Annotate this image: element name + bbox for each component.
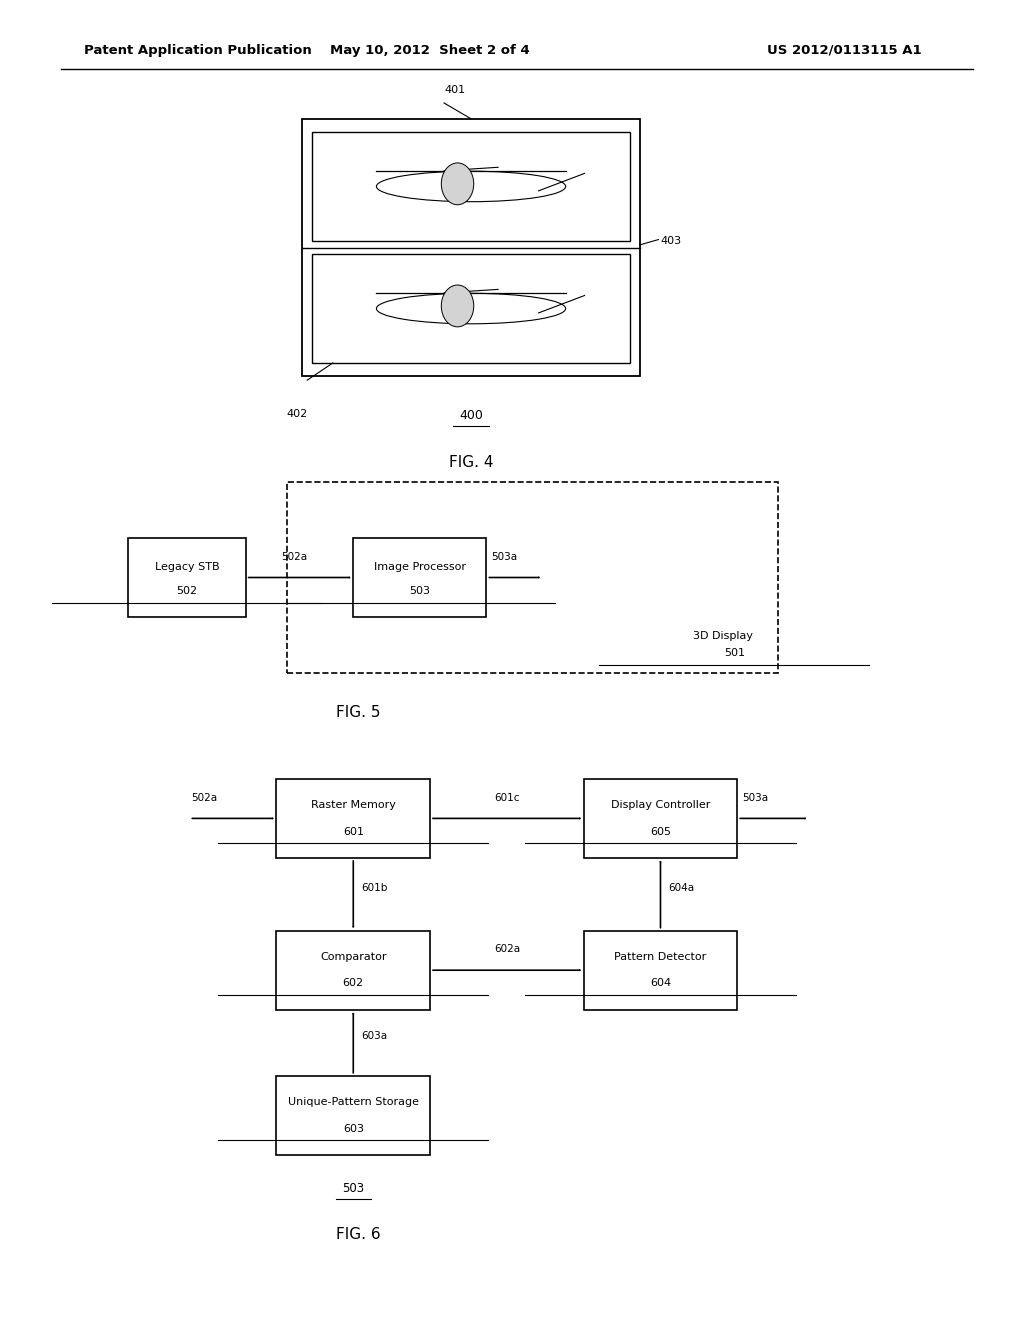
FancyBboxPatch shape <box>128 539 246 618</box>
Text: 601b: 601b <box>361 883 388 892</box>
FancyBboxPatch shape <box>287 482 778 673</box>
FancyBboxPatch shape <box>276 931 430 1010</box>
Text: 3D Display: 3D Display <box>692 631 753 642</box>
Text: US 2012/0113115 A1: US 2012/0113115 A1 <box>767 44 922 57</box>
Text: Display Controller: Display Controller <box>610 800 711 810</box>
Text: 601: 601 <box>343 826 364 837</box>
FancyBboxPatch shape <box>584 779 737 858</box>
Text: 502: 502 <box>176 586 198 595</box>
Text: Unique-Pattern Storage: Unique-Pattern Storage <box>288 1097 419 1107</box>
Ellipse shape <box>377 293 565 323</box>
Text: 605: 605 <box>650 826 671 837</box>
Text: 402: 402 <box>287 409 307 420</box>
Text: 400: 400 <box>459 409 483 422</box>
Text: 601c: 601c <box>495 792 519 803</box>
Text: 603: 603 <box>343 1123 364 1134</box>
Text: Pattern Detector: Pattern Detector <box>614 952 707 962</box>
Text: 604: 604 <box>650 978 671 989</box>
Text: 503a: 503a <box>492 552 518 562</box>
FancyBboxPatch shape <box>302 119 640 376</box>
Text: 604a: 604a <box>669 883 695 892</box>
Text: 602a: 602a <box>494 944 520 954</box>
FancyBboxPatch shape <box>312 132 630 242</box>
Ellipse shape <box>377 172 565 202</box>
FancyBboxPatch shape <box>584 931 737 1010</box>
Text: 503: 503 <box>410 586 430 595</box>
Text: FIG. 6: FIG. 6 <box>336 1226 381 1242</box>
Text: 502a: 502a <box>282 552 307 562</box>
Text: 603a: 603a <box>361 1031 388 1041</box>
Text: Legacy STB: Legacy STB <box>155 562 219 572</box>
Text: 401: 401 <box>444 84 465 95</box>
Text: FIG. 4: FIG. 4 <box>449 454 494 470</box>
Text: Patent Application Publication: Patent Application Publication <box>84 44 311 57</box>
Text: May 10, 2012  Sheet 2 of 4: May 10, 2012 Sheet 2 of 4 <box>330 44 530 57</box>
Circle shape <box>441 285 474 327</box>
Text: 403: 403 <box>660 236 682 246</box>
Text: 502a: 502a <box>191 792 218 803</box>
FancyBboxPatch shape <box>312 253 630 363</box>
Text: 503: 503 <box>342 1181 365 1195</box>
Text: 503a: 503a <box>742 792 769 803</box>
Text: FIG. 5: FIG. 5 <box>336 705 381 721</box>
Text: 501: 501 <box>724 648 744 659</box>
FancyBboxPatch shape <box>353 539 486 618</box>
Text: Raster Memory: Raster Memory <box>311 800 395 810</box>
Text: 602: 602 <box>343 978 364 989</box>
FancyBboxPatch shape <box>276 1076 430 1155</box>
Text: Image Processor: Image Processor <box>374 562 466 572</box>
Circle shape <box>441 162 474 205</box>
FancyBboxPatch shape <box>276 779 430 858</box>
Text: Comparator: Comparator <box>321 952 386 962</box>
